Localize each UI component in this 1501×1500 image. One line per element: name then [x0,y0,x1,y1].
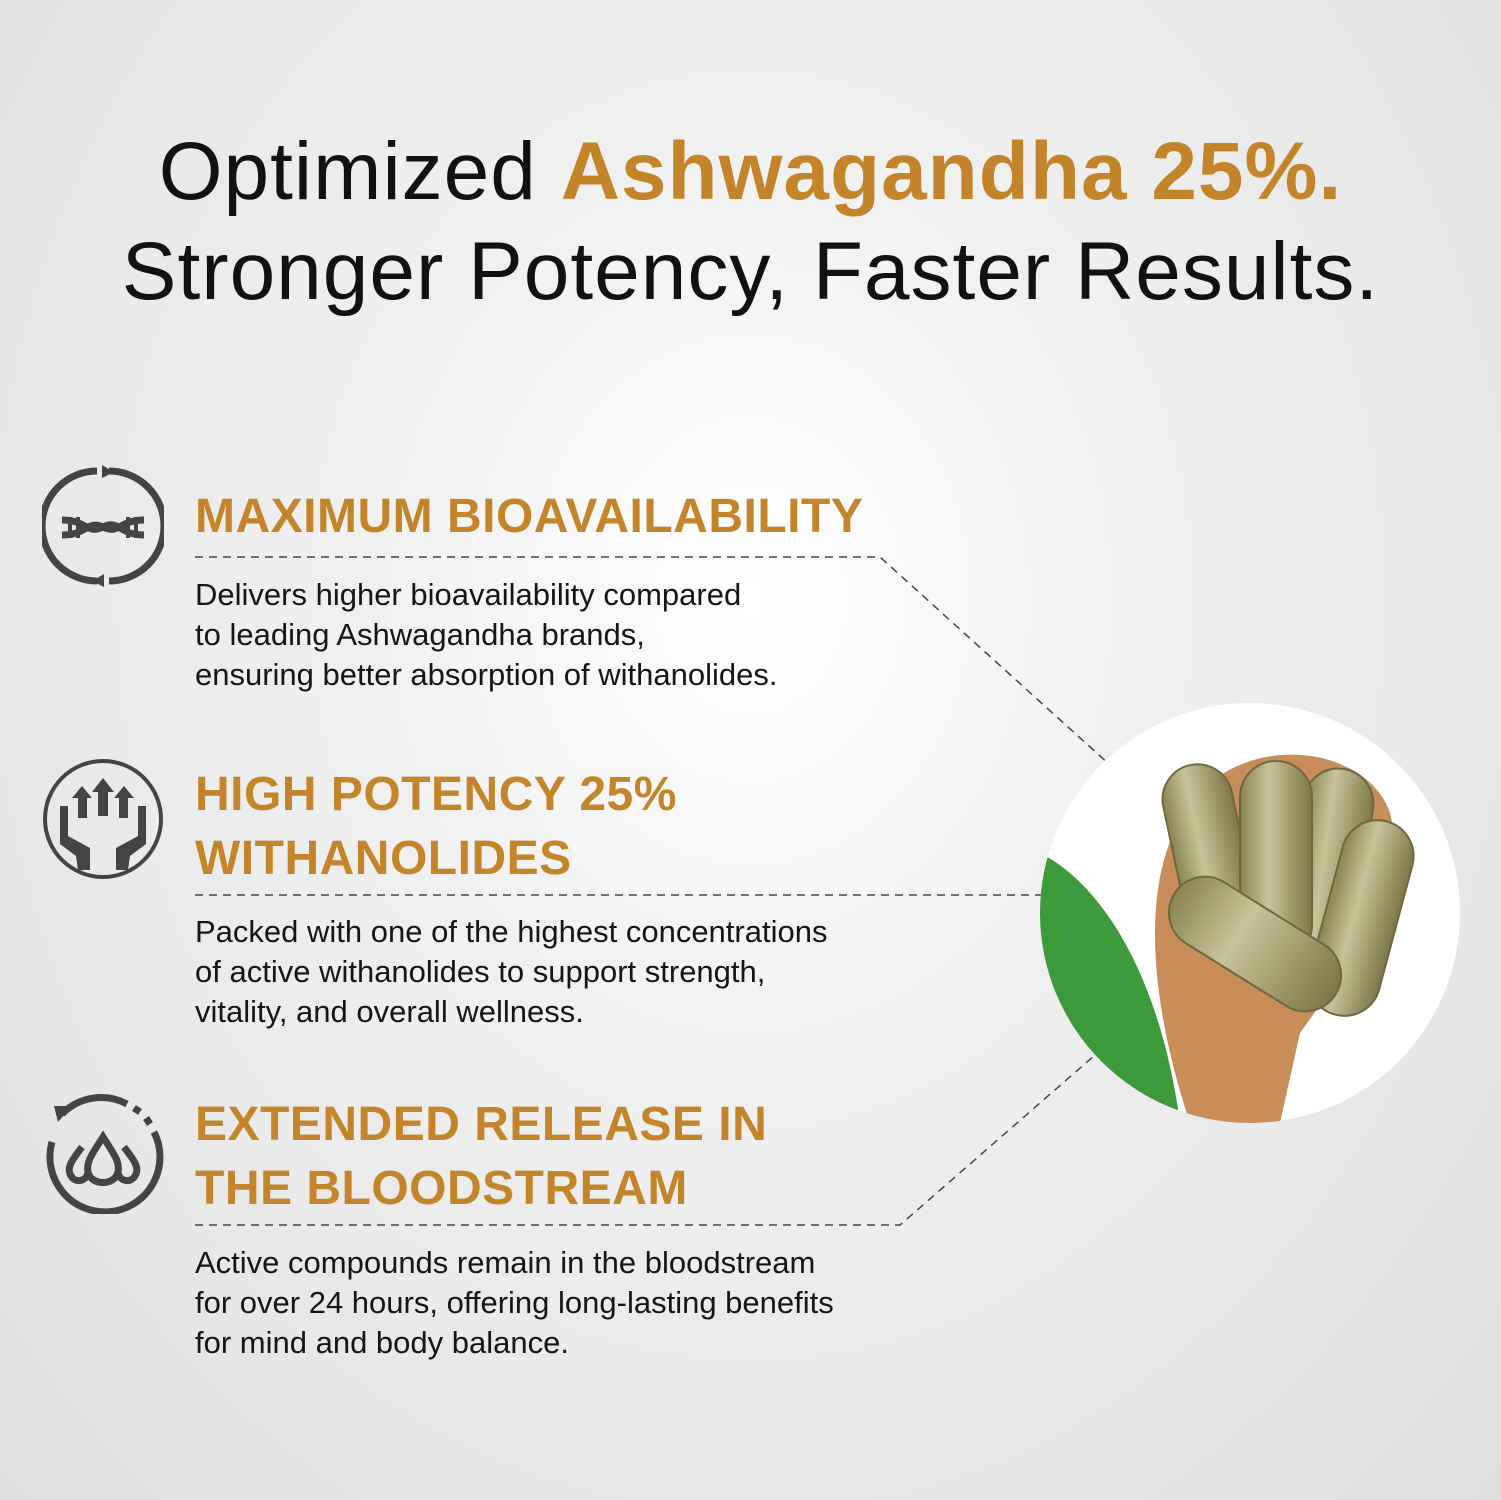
headline-highlight: Ashwagandha 25%. [560,126,1343,217]
description-line: Packed with one of the highest concentra… [195,914,828,949]
description-line: to leading Ashwagandha brands, [195,617,645,652]
feature-1-title: MAXIMUM BIOAVAILABILITY [195,490,864,543]
description-line: Delivers higher bioavailability compared [195,577,742,612]
title-line: EXTENDED RELEASE IN [195,1098,768,1151]
product-image [1040,703,1460,1123]
description-line: of active withanolides to support streng… [195,954,766,989]
description-line: ensuring better absorption of withanolid… [195,657,778,692]
headline-line-2: Stronger Potency, Faster Results. [121,226,1380,317]
feature-3-title: EXTENDED RELEASE IN THE BLOODSTREAM [195,1093,767,1221]
capsules [1161,760,1415,1017]
connector-line-1 [195,556,1111,766]
feature-2-description: Packed with one of the highest concentra… [195,912,827,1032]
feature-2-title: HIGH POTENCY 25% WITHANOLIDES [195,763,677,891]
description-line: for mind and body balance. [195,1325,569,1360]
connector-line-3 [195,1054,1096,1226]
dna-cycle-icon [42,465,164,587]
description-line: for over 24 hours, offering long-lasting… [195,1285,834,1320]
title-line: WITHANOLIDES [195,832,572,885]
headline-line-1: Optimized Ashwagandha 25%. [0,122,1501,222]
drops-cycle-icon [46,1094,164,1214]
description-line: vitality, and overall wellness. [195,994,584,1029]
description-line: Active compounds remain in the bloodstre… [195,1245,816,1280]
title-line: THE BLOODSTREAM [195,1162,688,1215]
headline-prefix: Optimized [158,126,537,217]
feature-3-description: Active compounds remain in the bloodstre… [195,1243,834,1363]
feature-1-description: Delivers higher bioavailability compared… [195,575,777,695]
title-line: HIGH POTENCY 25% [195,768,677,821]
hands-arrows-up-icon [43,759,163,879]
